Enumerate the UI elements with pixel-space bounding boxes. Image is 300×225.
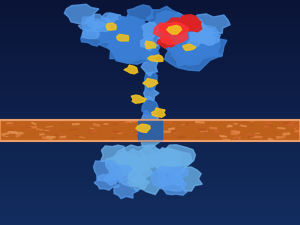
Polygon shape	[113, 145, 153, 173]
Polygon shape	[144, 84, 159, 101]
FancyBboxPatch shape	[0, 120, 300, 141]
Polygon shape	[128, 162, 167, 195]
Polygon shape	[142, 154, 157, 168]
Polygon shape	[176, 15, 201, 30]
Polygon shape	[160, 176, 184, 191]
Polygon shape	[110, 34, 153, 64]
Polygon shape	[144, 72, 157, 90]
Polygon shape	[165, 42, 198, 67]
Polygon shape	[152, 25, 189, 44]
Polygon shape	[145, 41, 156, 49]
Polygon shape	[166, 36, 187, 53]
Polygon shape	[140, 145, 160, 158]
Polygon shape	[104, 171, 122, 185]
Polygon shape	[146, 6, 180, 30]
Polygon shape	[128, 174, 149, 191]
Polygon shape	[81, 31, 109, 46]
Polygon shape	[107, 34, 160, 63]
Polygon shape	[82, 17, 108, 36]
Polygon shape	[124, 149, 148, 167]
Polygon shape	[141, 23, 160, 40]
Polygon shape	[183, 44, 196, 50]
Polygon shape	[150, 149, 173, 164]
Polygon shape	[172, 167, 202, 191]
Polygon shape	[171, 41, 223, 71]
Polygon shape	[98, 30, 153, 61]
Polygon shape	[106, 151, 138, 176]
Polygon shape	[157, 37, 174, 48]
Polygon shape	[152, 108, 165, 117]
Polygon shape	[158, 170, 181, 183]
Polygon shape	[92, 14, 136, 43]
Polygon shape	[141, 45, 159, 62]
Polygon shape	[101, 145, 130, 167]
Polygon shape	[174, 25, 207, 46]
Polygon shape	[193, 34, 227, 57]
Polygon shape	[168, 19, 218, 51]
Polygon shape	[133, 30, 154, 45]
Polygon shape	[124, 65, 138, 74]
Polygon shape	[165, 145, 196, 166]
Polygon shape	[141, 34, 160, 51]
Polygon shape	[141, 59, 158, 76]
Polygon shape	[114, 162, 153, 186]
Polygon shape	[143, 79, 158, 87]
Polygon shape	[162, 179, 187, 195]
Polygon shape	[162, 13, 203, 36]
Polygon shape	[94, 174, 119, 190]
Polygon shape	[153, 22, 188, 44]
Polygon shape	[102, 17, 135, 39]
Polygon shape	[168, 167, 188, 178]
Polygon shape	[167, 25, 182, 34]
Polygon shape	[64, 4, 99, 24]
Polygon shape	[121, 155, 145, 175]
Polygon shape	[141, 137, 160, 148]
Polygon shape	[114, 181, 139, 199]
Polygon shape	[185, 24, 221, 52]
Polygon shape	[142, 110, 159, 128]
Polygon shape	[198, 34, 216, 45]
Polygon shape	[117, 34, 129, 41]
Polygon shape	[199, 33, 220, 44]
Polygon shape	[94, 160, 120, 182]
Polygon shape	[177, 22, 204, 41]
Polygon shape	[131, 95, 146, 103]
Polygon shape	[116, 18, 152, 40]
Polygon shape	[136, 124, 150, 133]
Polygon shape	[160, 24, 175, 34]
Polygon shape	[142, 97, 159, 114]
Polygon shape	[101, 13, 121, 22]
Polygon shape	[106, 23, 116, 30]
Polygon shape	[85, 14, 110, 29]
Polygon shape	[82, 29, 99, 39]
Polygon shape	[127, 5, 153, 24]
Polygon shape	[148, 148, 181, 174]
Polygon shape	[172, 36, 217, 65]
Polygon shape	[194, 14, 230, 34]
Polygon shape	[142, 22, 158, 39]
Polygon shape	[164, 18, 187, 35]
Polygon shape	[92, 21, 110, 32]
Polygon shape	[151, 166, 180, 187]
Polygon shape	[116, 16, 144, 32]
Polygon shape	[159, 150, 179, 170]
Polygon shape	[151, 148, 192, 176]
Polygon shape	[184, 25, 213, 42]
Polygon shape	[78, 20, 98, 31]
Polygon shape	[148, 55, 163, 62]
Polygon shape	[108, 165, 137, 181]
Polygon shape	[150, 11, 193, 37]
Polygon shape	[178, 17, 202, 32]
Polygon shape	[116, 16, 148, 34]
